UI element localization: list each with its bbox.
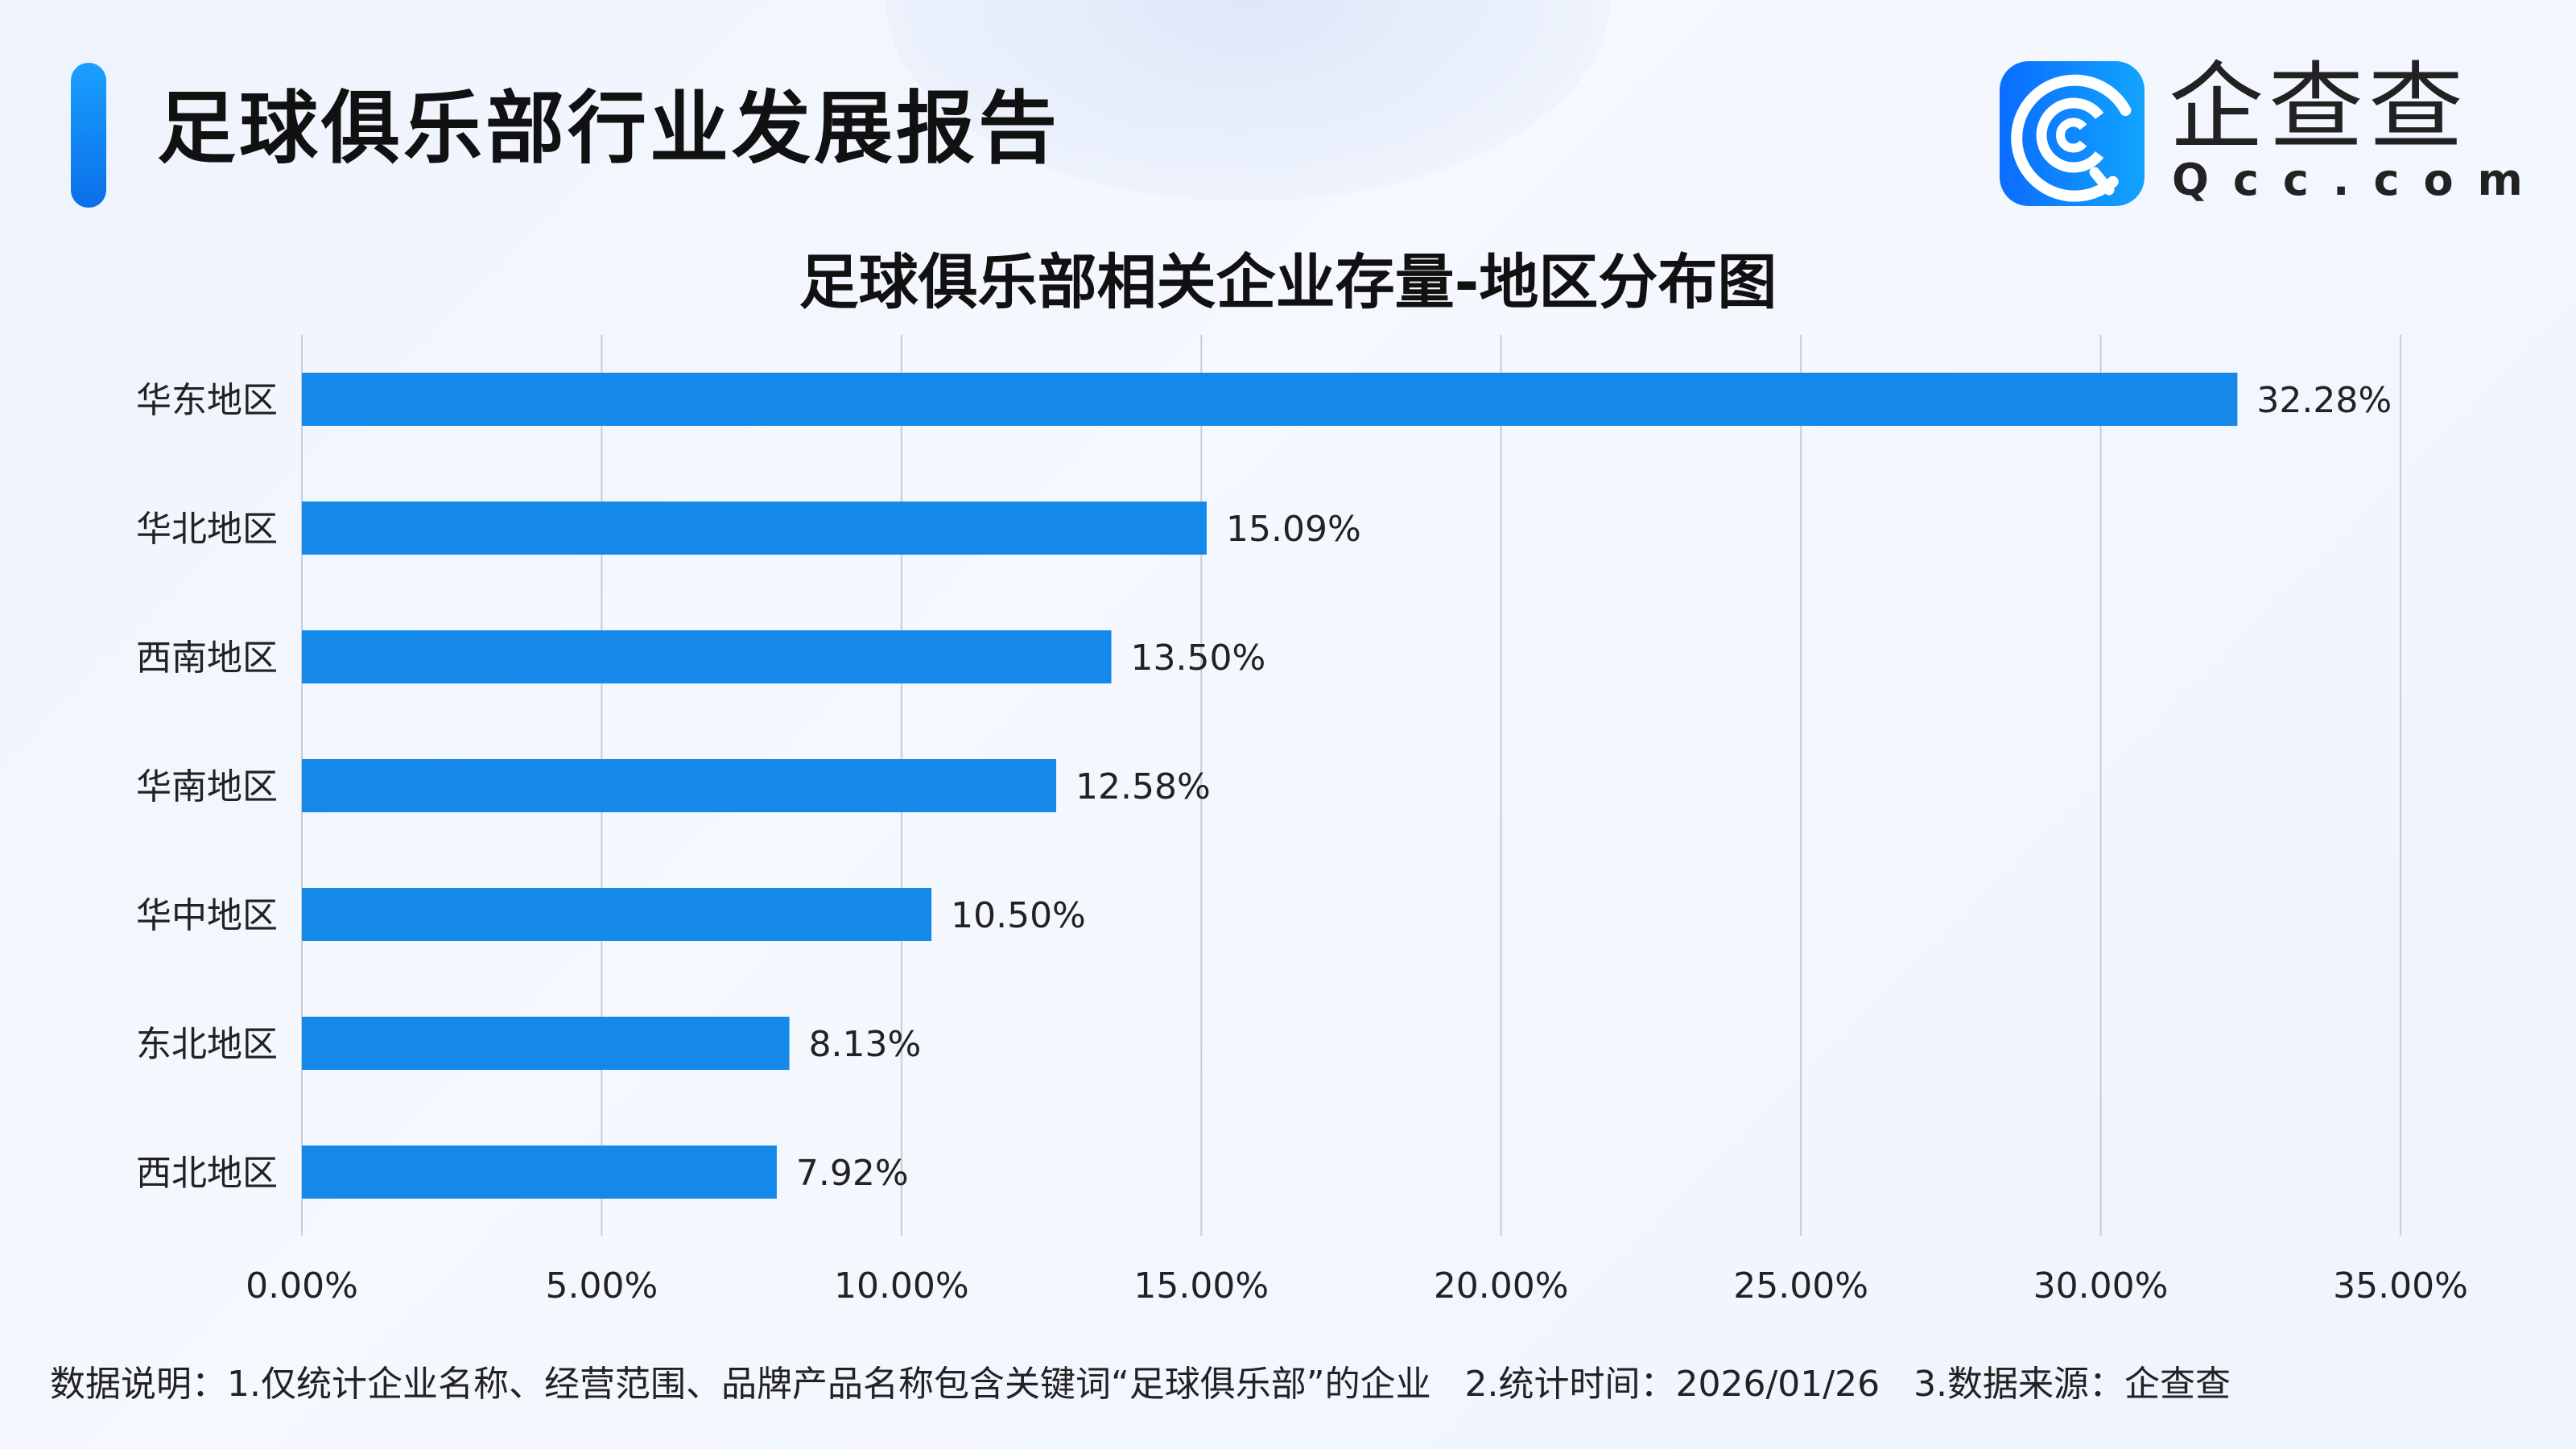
bar-西北地区 [302, 1146, 777, 1199]
bar-西南地区 [302, 630, 1112, 683]
page-title: 足球俱乐部行业发展报告 [157, 83, 1061, 175]
footer-note: 数据说明：1.仅统计企业名称、经营范围、品牌产品名称包含关键词“足球俱乐部”的企… [50, 1364, 2231, 1405]
bar-华东地区 [302, 373, 2238, 426]
x-tick-label: 35.00% [2333, 1265, 2468, 1307]
bar-华中地区 [302, 888, 932, 941]
x-tick-label: 20.00% [1434, 1265, 1569, 1307]
x-tick-label: 0.00% [246, 1265, 358, 1307]
x-tick-label: 30.00% [2033, 1265, 2169, 1307]
logo-text-cn: 企查查 [2169, 52, 2469, 163]
data-label: 10.50% [951, 895, 1086, 936]
data-label: 8.13% [809, 1024, 922, 1065]
category-label: 西北地区 [136, 1153, 278, 1194]
bar-华南地区 [302, 759, 1057, 812]
x-tick-label: 10.00% [834, 1265, 969, 1307]
qcc-logo-icon [2000, 61, 2145, 206]
bar-东北地区 [302, 1017, 790, 1070]
data-label: 32.28% [2256, 380, 2392, 421]
data-label: 7.92% [796, 1153, 909, 1194]
category-label: 华中地区 [136, 895, 278, 936]
data-label: 12.58% [1075, 766, 1211, 807]
category-label: 东北地区 [136, 1024, 278, 1065]
x-tick-label: 5.00% [546, 1265, 658, 1307]
title-accent-bar [71, 63, 106, 208]
bar-华北地区 [302, 502, 1207, 555]
category-label: 西南地区 [136, 638, 278, 679]
data-label: 13.50% [1131, 638, 1266, 679]
chart-title: 足球俱乐部相关企业存量-地区分布图 [799, 248, 1777, 317]
category-label: 华北地区 [136, 509, 278, 550]
x-tick-label: 25.00% [1733, 1265, 1868, 1307]
category-label: 华东地区 [136, 380, 278, 421]
x-tick-label: 15.00% [1133, 1265, 1269, 1307]
logo-text-en: Qcc.com [2172, 155, 2547, 205]
qcc-logo: 企查查 Qcc.com [2000, 55, 2523, 208]
category-label: 华南地区 [136, 766, 278, 807]
data-label: 15.09% [1226, 509, 1361, 550]
